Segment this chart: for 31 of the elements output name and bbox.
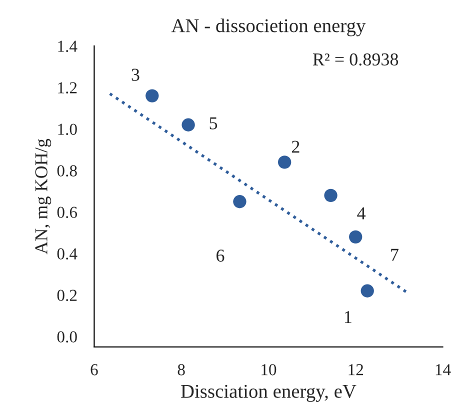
x-tick-label: 12 [348, 364, 364, 376]
y-tick-label: 1.0 [58, 124, 77, 136]
annotation: 1 [345, 311, 352, 324]
point [278, 156, 292, 169]
y-tick-label: 0.4 [57, 248, 78, 260]
y-tick-label: 0.2 [57, 290, 77, 302]
x-tick-label: 8 [178, 364, 185, 376]
y-tick-label: 0.0 [57, 331, 77, 343]
x-axis-title: Dissciation energy, eV [181, 384, 356, 402]
x-tick-label: 6 [90, 364, 98, 376]
annotation: 2 [292, 140, 300, 153]
annotation: 6 [216, 250, 224, 262]
y-tick-label: 1.4 [58, 40, 78, 52]
annotation: 5 [210, 117, 218, 130]
point [324, 188, 338, 202]
x-tick-label: 10 [262, 364, 276, 376]
x-tick-label: 14 [436, 364, 451, 376]
chart-title: AN - dissocietion energy [171, 18, 366, 36]
point [360, 284, 374, 298]
point [349, 230, 362, 244]
y-tick-label: 1.2 [58, 82, 77, 94]
point [233, 195, 246, 208]
annotation: 3 [132, 68, 140, 81]
annotation: 7 [391, 248, 398, 261]
y-tick-label: 0.6 [57, 206, 78, 218]
y-axis-title: AN, mg KOH/g [35, 138, 52, 254]
annotation: 4 [357, 207, 366, 220]
point [146, 89, 159, 102]
y-tick-label: 0.8 [57, 165, 77, 177]
annotation: R² = 0.8938 [312, 53, 398, 66]
point [182, 118, 195, 132]
